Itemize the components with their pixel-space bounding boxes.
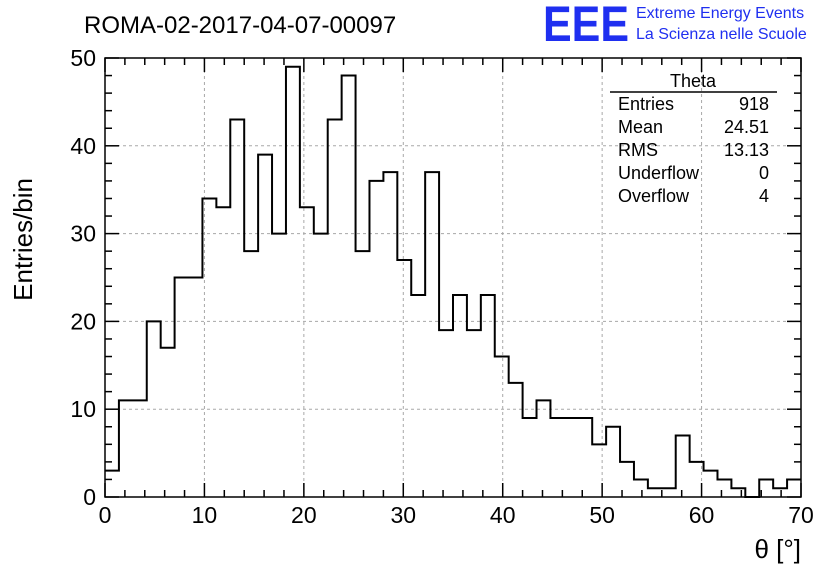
histogram-bin xyxy=(731,488,745,497)
histogram-bin xyxy=(425,172,439,497)
histogram-bin xyxy=(175,278,189,498)
stats-label-mean: Mean xyxy=(618,117,663,137)
y-tick-label: 0 xyxy=(83,484,96,510)
frame-layer xyxy=(104,57,802,498)
x-tick-label: 40 xyxy=(490,502,516,528)
histogram-bin xyxy=(258,155,272,497)
histogram-bin xyxy=(550,418,564,497)
histogram-bin xyxy=(342,76,356,497)
histogram-bin xyxy=(564,418,578,497)
histogram-bin xyxy=(314,234,328,497)
histogram-bin xyxy=(481,295,495,497)
x-tick-label: 0 xyxy=(99,502,112,528)
histogram-bin xyxy=(606,427,620,497)
y-tick-label: 30 xyxy=(70,221,96,247)
stats-label-overflow: Overflow xyxy=(618,186,690,206)
x-tick-label: 60 xyxy=(689,502,715,528)
histogram-bin xyxy=(105,471,119,497)
histogram-step-line xyxy=(105,65,801,498)
histogram-bin xyxy=(648,488,662,497)
histogram-bin xyxy=(717,479,731,497)
chart-title: ROMA-02-2017-04-07-00097 xyxy=(84,12,396,39)
eee-logo: EEE Extreme Energy Events La Scienza nel… xyxy=(543,0,807,52)
histogram-bin xyxy=(161,348,175,497)
histogram-bin xyxy=(300,207,314,497)
histogram-bin xyxy=(495,357,509,497)
histogram-bin xyxy=(509,383,523,497)
x-tick-label: 30 xyxy=(390,502,416,528)
histogram-bin xyxy=(369,181,383,497)
histogram-bin xyxy=(356,251,370,497)
x-tick-label: 50 xyxy=(589,502,615,528)
histogram-bin xyxy=(773,488,787,497)
stats-value-overflow: 4 xyxy=(759,186,769,206)
grid-layer xyxy=(105,57,801,497)
x-axis-title: θ [°] xyxy=(754,534,801,564)
histogram-bin xyxy=(439,330,453,497)
histogram-bin xyxy=(383,172,397,497)
histogram-bin xyxy=(453,295,467,497)
histogram-bin xyxy=(634,479,648,497)
histogram-bin xyxy=(244,251,258,497)
histogram-bin xyxy=(216,207,230,497)
x-tick-label: 70 xyxy=(788,502,814,528)
histogram-bin xyxy=(467,330,481,497)
stats-value-underflow: 0 xyxy=(759,163,769,183)
histogram-bin xyxy=(286,67,300,497)
y-tick-label: 20 xyxy=(70,308,96,334)
y-tick-label: 50 xyxy=(70,45,96,71)
histogram-layer xyxy=(105,65,801,498)
histogram-bin xyxy=(704,471,718,497)
stats-value-entries: 918 xyxy=(739,94,769,114)
stats-label-rms: RMS xyxy=(618,140,658,160)
histogram-bin xyxy=(676,436,690,497)
histogram-bin xyxy=(397,260,411,497)
histogram-bin xyxy=(272,234,286,497)
histogram-bin xyxy=(578,418,592,497)
stats-box: Theta Entries 918 Mean 24.51 RMS 13.13 U… xyxy=(610,71,777,206)
histogram-bin xyxy=(328,119,342,497)
histogram-bin xyxy=(537,400,551,497)
x-tick-label: 20 xyxy=(291,502,317,528)
histogram-bin xyxy=(787,479,801,497)
logo-line-1: Extreme Energy Events xyxy=(636,5,804,22)
histogram-bin xyxy=(411,295,425,497)
histogram-bin xyxy=(119,400,133,497)
histogram-bin xyxy=(523,418,537,497)
histogram-bin xyxy=(133,400,147,497)
y-tick-label: 10 xyxy=(70,396,96,422)
histogram-bin xyxy=(662,488,676,497)
histogram-bin xyxy=(230,119,244,497)
y-tick-label: 40 xyxy=(70,133,96,159)
logo-line-2: La Scienza nelle Scuole xyxy=(636,26,807,43)
stats-title: Theta xyxy=(670,71,717,91)
stats-label-entries: Entries xyxy=(618,94,674,114)
stats-value-rms: 13.13 xyxy=(724,140,769,160)
plot-frame xyxy=(104,57,802,498)
histogram-bin xyxy=(592,444,606,497)
eee-logo-mark: EEE xyxy=(543,0,629,52)
y-axis-title: Entries/bin xyxy=(8,178,38,301)
x-tick-label: 10 xyxy=(192,502,218,528)
stats-value-mean: 24.51 xyxy=(724,117,769,137)
stats-label-underflow: Underflow xyxy=(618,163,700,183)
histogram-bin xyxy=(189,278,203,498)
